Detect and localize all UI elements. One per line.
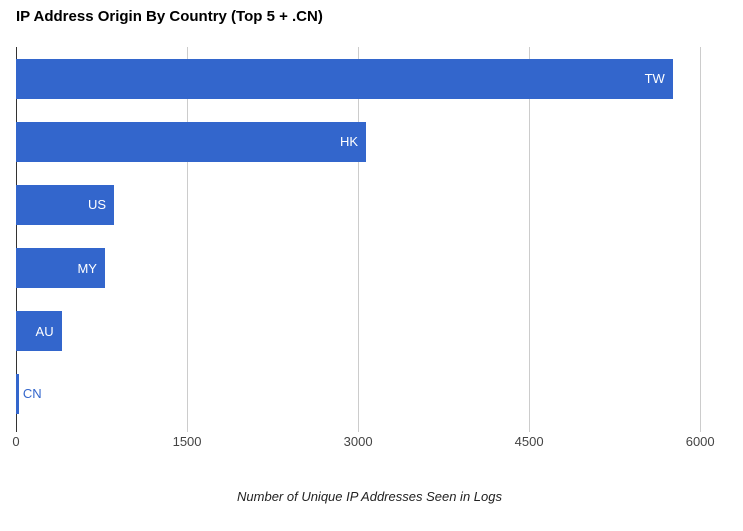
x-tick-label-1500: 1500 (172, 434, 202, 449)
chart-title: IP Address Origin By Country (Top 5 + .C… (16, 8, 323, 25)
bar-us[interactable]: US (16, 184, 115, 225)
axis-tick-1500 (187, 426, 189, 432)
bar-my[interactable]: MY (16, 248, 105, 289)
bar-row-hk: HK (16, 110, 723, 173)
axis-tick-3000 (358, 426, 360, 432)
bar-tw[interactable]: TW (16, 58, 673, 99)
bar-label-tw: TW (644, 71, 665, 87)
bar-row-cn: CN (16, 363, 723, 426)
bar-label-us: US (88, 197, 107, 213)
x-tick-label-3000: 3000 (343, 434, 373, 449)
bar-cn[interactable] (16, 374, 19, 415)
axis-tick-0 (16, 426, 17, 432)
x-axis: 0 1500 3000 4500 6000 (12, 434, 723, 452)
axis-baseline (16, 47, 17, 426)
bar-label-hk: HK (340, 134, 359, 150)
bar-row-tw: TW (16, 47, 723, 110)
bar-row-us: US (16, 173, 723, 236)
gridline-6000 (700, 47, 702, 426)
gridline-4500 (529, 47, 531, 426)
gridline-3000 (358, 47, 360, 426)
bar-label-au: AU (35, 323, 54, 339)
axis-tick-6000 (700, 426, 702, 432)
x-tick-label-6000: 6000 (685, 434, 715, 449)
bar-hk[interactable]: HK (16, 121, 367, 162)
x-axis-title: Number of Unique IP Addresses Seen in Lo… (237, 489, 502, 504)
gridline-1500 (187, 47, 189, 426)
x-tick-label-0: 0 (12, 434, 20, 449)
bar-au[interactable]: AU (16, 311, 62, 352)
bar-label-my: MY (77, 260, 97, 276)
bar-label-cn: CN (22, 386, 42, 402)
bar-row-au: AU (16, 300, 723, 363)
x-tick-label-4500: 4500 (514, 434, 544, 449)
plot-area: TW HK US MY AU CN (16, 47, 723, 432)
axis-tick-4500 (529, 426, 531, 432)
bar-row-my: MY (16, 237, 723, 300)
